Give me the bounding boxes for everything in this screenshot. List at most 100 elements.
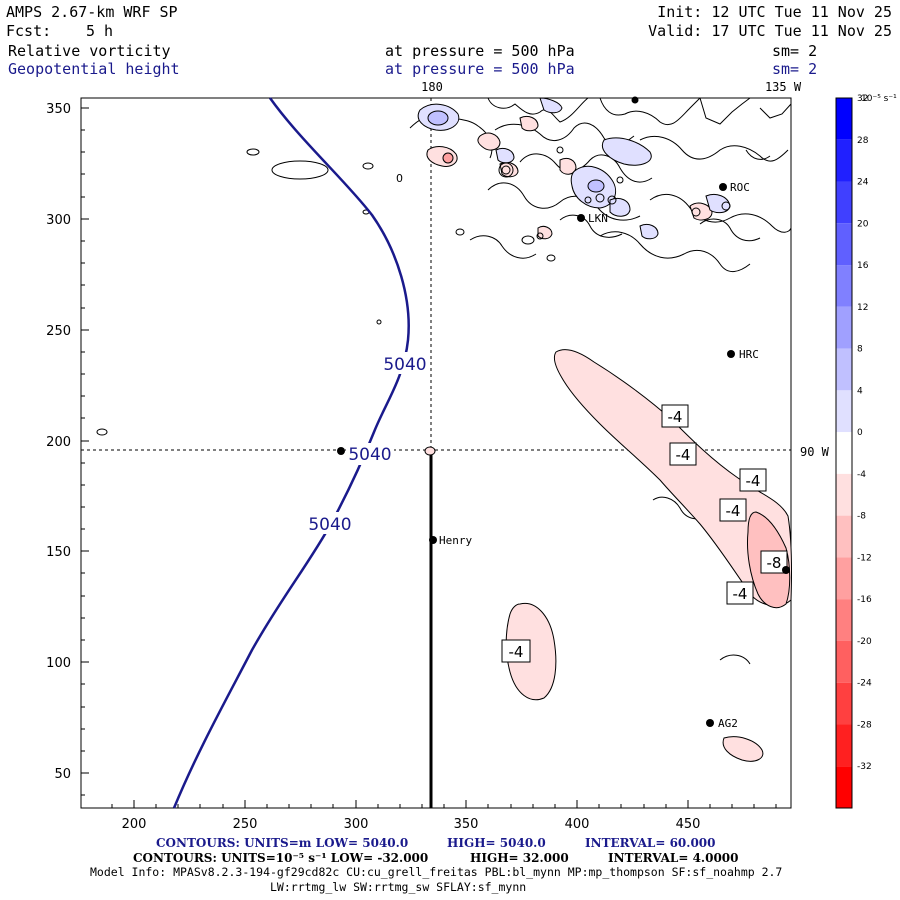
colorbar: 32 28 24 20 16 12 8 4 0 -4 -8 -12 -16 -20 -24 -28 -32 [835, 94, 872, 809]
footer-vorticity-interval: INTERVAL= 4.0000 [608, 851, 739, 865]
colorbar-swatch [836, 265, 852, 307]
colorbar-label: -20 [857, 637, 872, 647]
station-roc-label: ROC [730, 181, 750, 194]
x-tick-label: 400 [565, 817, 590, 832]
footer-vorticity-units: CONTOURS: UNITS=10⁻⁵ s⁻¹ LOW= -32.000 [133, 851, 429, 865]
stations: HRC Henry AG2 ROC LKN [337, 96, 790, 730]
station-lkn-label: LKN [588, 212, 608, 225]
pressure-vorticity: at pressure = 500 hPa [385, 42, 575, 60]
field-height-label: Geopotential height [8, 60, 180, 78]
height-label: 5040 [383, 355, 426, 375]
lon-180-label: 180 [421, 80, 443, 94]
colorbar-label: 28 [857, 136, 869, 146]
colorbar-swatch [836, 181, 852, 224]
lon-135w-label: 135 W [765, 80, 802, 94]
station-dot [631, 96, 639, 104]
footer-model-info: Model Info: MPASv8.2.3-194-gf29cd82c CU:… [90, 865, 783, 879]
x-axis-ticks [111, 800, 777, 808]
colorbar-label: 20 [857, 219, 869, 229]
vorticity-label: -8 [767, 554, 782, 572]
lon-90w-label: 90 W [800, 445, 830, 459]
pressure-height: at pressure = 500 hPa [385, 60, 575, 78]
x-tick-label: 200 [122, 817, 147, 832]
colorbar-label: -24 [857, 679, 872, 689]
model-title: AMPS 2.67-km WRF SP [6, 3, 178, 21]
colorbar-swatch [836, 640, 852, 683]
colorbar-swatch [836, 432, 852, 474]
colorbar-label: -28 [857, 720, 872, 730]
colorbar-swatch [836, 766, 852, 808]
vorticity-label: -4 [509, 643, 524, 661]
smoothing-vorticity: sm= 2 [772, 42, 818, 60]
footer-height-high: HIGH= 5040.0 [447, 836, 546, 850]
init-time: Init: 12 UTC Tue 11 Nov 25 [657, 3, 892, 21]
coastline-contours [96, 97, 792, 665]
colorbar-label: 4 [857, 386, 863, 396]
station-hrc-dot [727, 350, 735, 358]
vorticity-label: -4 [746, 472, 761, 490]
colorbar-label: 8 [857, 345, 863, 355]
colorbar-unit: 10⁻⁵ s⁻¹ [861, 94, 897, 104]
y-tick-label: 300 [46, 213, 71, 228]
colorbar-swatch [836, 223, 852, 266]
colorbar-label: -16 [857, 595, 872, 605]
x-tick-label: 250 [233, 817, 258, 832]
colorbar-swatch [836, 557, 852, 600]
smoothing-height: sm= 2 [772, 60, 818, 78]
x-axis-labels: 200 250 300 350 400 450 [122, 817, 701, 832]
y-tick-label: 50 [54, 767, 71, 782]
colorbar-swatch [836, 139, 852, 182]
colorbar-label: 16 [857, 261, 869, 271]
colorbar-swatch [836, 348, 852, 391]
station-dot [337, 447, 345, 455]
colorbar-swatch [836, 682, 852, 725]
station-lkn-dot [577, 214, 585, 222]
colorbar-label: 24 [857, 178, 869, 188]
station-hrc-label: HRC [739, 348, 759, 361]
zero-contour-label: 0 [396, 172, 403, 185]
station-henry-label: Henry [439, 534, 472, 547]
colorbar-label: -12 [857, 553, 872, 563]
colorbar-frame [835, 97, 853, 809]
colorbar-swatch [836, 599, 852, 641]
vorticity-label: -4 [668, 408, 683, 426]
footer-physics-info: LW:rrtmg_lw SW:rrtmg_sw SFLAY:sf_mynn [270, 880, 527, 894]
y-tick-label: 250 [46, 324, 71, 339]
pole-marker [424, 446, 436, 456]
footer-vorticity-high: HIGH= 32.000 [470, 851, 569, 865]
colorbar-swatch [836, 724, 852, 767]
y-axis-labels: 350 300 250 200 150 100 50 [46, 102, 71, 782]
forecast-label: Fcst: [6, 22, 52, 40]
colorbar-swatch [836, 390, 852, 433]
colorbar-label: 12 [857, 303, 868, 313]
colorbar-label: 0 [857, 428, 863, 438]
y-tick-label: 350 [46, 102, 71, 117]
height-contour-5040 [172, 97, 410, 809]
x-tick-label: 450 [676, 817, 701, 832]
colorbar-label: 32 [857, 94, 868, 104]
valid-time: Valid: 17 UTC Tue 11 Nov 25 [648, 22, 892, 40]
colorbar-label: -4 [857, 470, 866, 480]
y-tick-label: 100 [46, 656, 71, 671]
station-ag2-dot [706, 719, 714, 727]
station-ag2-label: AG2 [718, 717, 738, 730]
forecast-hour: 5 h [86, 22, 114, 40]
colorbar-swatch [836, 515, 852, 558]
vorticity-label: -4 [726, 502, 741, 520]
height-label: 5040 [308, 515, 351, 535]
footer-height-units: CONTOURS: UNITS=m LOW= 5040.0 [156, 836, 409, 850]
x-tick-label: 300 [344, 817, 369, 832]
height-label: 5040 [348, 445, 391, 465]
station-roc-dot [719, 183, 727, 191]
vorticity-label: -4 [733, 585, 748, 603]
vorticity-label: -4 [676, 446, 691, 464]
height-contour-labels: 5040 5040 5040 [305, 352, 430, 535]
vorticity-contours-small [498, 146, 731, 240]
colorbar-label: -8 [857, 512, 866, 522]
colorbar-swatch [836, 306, 852, 349]
colorbar-label: -32 [857, 762, 872, 772]
y-tick-label: 200 [46, 435, 71, 450]
x-tick-label: 350 [454, 817, 479, 832]
negative-vorticity-regions [426, 115, 793, 762]
